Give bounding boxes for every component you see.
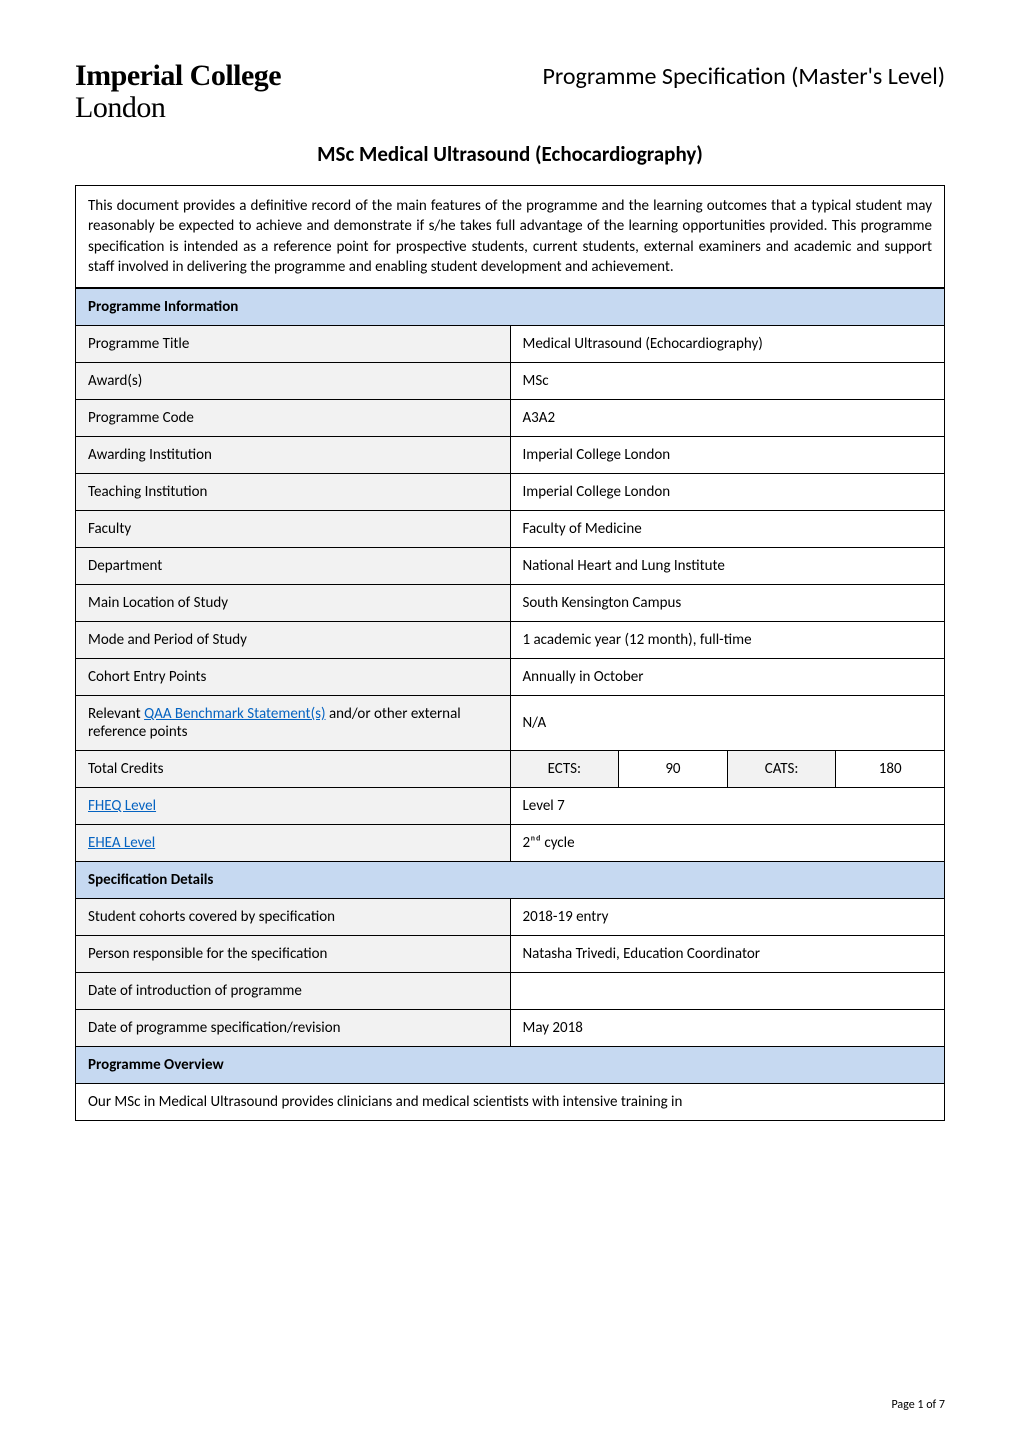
- overview-text: Our MSc in Medical Ultrasound provides c…: [76, 1084, 945, 1121]
- value-programme-title: Medical Ultrasound (Echocardiography): [510, 326, 945, 363]
- document-title: MSc Medical Ultrasound (Echocardiography…: [75, 141, 945, 167]
- row-date-revision: Date of programme specification/revision…: [76, 1010, 945, 1047]
- label-teaching-institution: Teaching Institution: [76, 474, 511, 511]
- value-awards: MSc: [510, 363, 945, 400]
- value-qaa: N/A: [510, 696, 945, 751]
- section-header-label: Programme Information: [76, 289, 945, 326]
- cats-value: 180: [836, 751, 945, 788]
- ects-label: ECTS:: [510, 751, 619, 788]
- institution-logo: Imperial College London: [75, 60, 281, 123]
- row-faculty: Faculty Faculty of Medicine: [76, 511, 945, 548]
- row-teaching-institution: Teaching Institution Imperial College Lo…: [76, 474, 945, 511]
- row-date-intro: Date of introduction of programme: [76, 973, 945, 1010]
- header-right-title: Programme Specification (Master's Level): [543, 60, 946, 91]
- intro-paragraph: This document provides a definitive reco…: [75, 185, 945, 288]
- row-awarding-institution: Awarding Institution Imperial College Lo…: [76, 437, 945, 474]
- row-department: Department National Heart and Lung Insti…: [76, 548, 945, 585]
- value-student-cohorts: 2018-19 entry: [510, 899, 945, 936]
- value-mode-period: 1 academic year (12 month), full-time: [510, 622, 945, 659]
- value-department: National Heart and Lung Institute: [510, 548, 945, 585]
- section-programme-information: Programme Information: [76, 289, 945, 326]
- section-header-label: Programme Overview: [76, 1047, 945, 1084]
- row-qaa: Relevant QAA Benchmark Statement(s) and/…: [76, 696, 945, 751]
- row-mode-period: Mode and Period of Study 1 academic year…: [76, 622, 945, 659]
- value-cohort-entry: Annually in October: [510, 659, 945, 696]
- value-person-responsible: Natasha Trivedi, Education Coordinator: [510, 936, 945, 973]
- value-date-intro: [510, 973, 945, 1010]
- row-student-cohorts: Student cohorts covered by specification…: [76, 899, 945, 936]
- label-main-location: Main Location of Study: [76, 585, 511, 622]
- row-overview-text: Our MSc in Medical Ultrasound provides c…: [76, 1084, 945, 1121]
- row-programme-code: Programme Code A3A2: [76, 400, 945, 437]
- page-footer: Page 1 of 7: [891, 1398, 945, 1412]
- value-fheq: Level 7: [510, 788, 945, 825]
- value-teaching-institution: Imperial College London: [510, 474, 945, 511]
- qaa-link[interactable]: QAA Benchmark Statement(s): [144, 705, 325, 723]
- row-person-responsible: Person responsible for the specification…: [76, 936, 945, 973]
- value-programme-code: A3A2: [510, 400, 945, 437]
- row-programme-title: Programme Title Medical Ultrasound (Echo…: [76, 326, 945, 363]
- ects-value: 90: [619, 751, 728, 788]
- cats-label: CATS:: [727, 751, 836, 788]
- label-total-credits: Total Credits: [76, 751, 511, 788]
- label-department: Department: [76, 548, 511, 585]
- row-cohort-entry: Cohort Entry Points Annually in October: [76, 659, 945, 696]
- section-programme-overview: Programme Overview: [76, 1047, 945, 1084]
- specification-table: Programme Information Programme Title Me…: [75, 288, 945, 1121]
- row-ehea: EHEA Level 2ⁿᵈ cycle: [76, 825, 945, 862]
- label-awarding-institution: Awarding Institution: [76, 437, 511, 474]
- label-date-revision: Date of programme specification/revision: [76, 1010, 511, 1047]
- label-programme-title: Programme Title: [76, 326, 511, 363]
- logo-line-1: Imperial College: [75, 60, 281, 92]
- label-date-intro: Date of introduction of programme: [76, 973, 511, 1010]
- label-faculty: Faculty: [76, 511, 511, 548]
- label-qaa: Relevant QAA Benchmark Statement(s) and/…: [76, 696, 511, 751]
- label-cohort-entry: Cohort Entry Points: [76, 659, 511, 696]
- section-specification-details: Specification Details: [76, 862, 945, 899]
- label-mode-period: Mode and Period of Study: [76, 622, 511, 659]
- logo-line-2: London: [75, 92, 281, 124]
- row-main-location: Main Location of Study South Kensington …: [76, 585, 945, 622]
- value-main-location: South Kensington Campus: [510, 585, 945, 622]
- label-student-cohorts: Student cohorts covered by specification: [76, 899, 511, 936]
- fheq-link[interactable]: FHEQ Level: [88, 797, 156, 815]
- section-header-label: Specification Details: [76, 862, 945, 899]
- label-awards: Award(s): [76, 363, 511, 400]
- qaa-pre: Relevant: [88, 705, 144, 723]
- value-awarding-institution: Imperial College London: [510, 437, 945, 474]
- label-fheq: FHEQ Level: [76, 788, 511, 825]
- value-faculty: Faculty of Medicine: [510, 511, 945, 548]
- page-header: Imperial College London Programme Specif…: [75, 60, 945, 123]
- row-total-credits: Total Credits ECTS: 90 CATS: 180: [76, 751, 945, 788]
- label-person-responsible: Person responsible for the specification: [76, 936, 511, 973]
- value-ehea: 2ⁿᵈ cycle: [510, 825, 945, 862]
- row-fheq: FHEQ Level Level 7: [76, 788, 945, 825]
- value-date-revision: May 2018: [510, 1010, 945, 1047]
- label-ehea: EHEA Level: [76, 825, 511, 862]
- ehea-link[interactable]: EHEA Level: [88, 834, 155, 852]
- label-programme-code: Programme Code: [76, 400, 511, 437]
- row-awards: Award(s) MSc: [76, 363, 945, 400]
